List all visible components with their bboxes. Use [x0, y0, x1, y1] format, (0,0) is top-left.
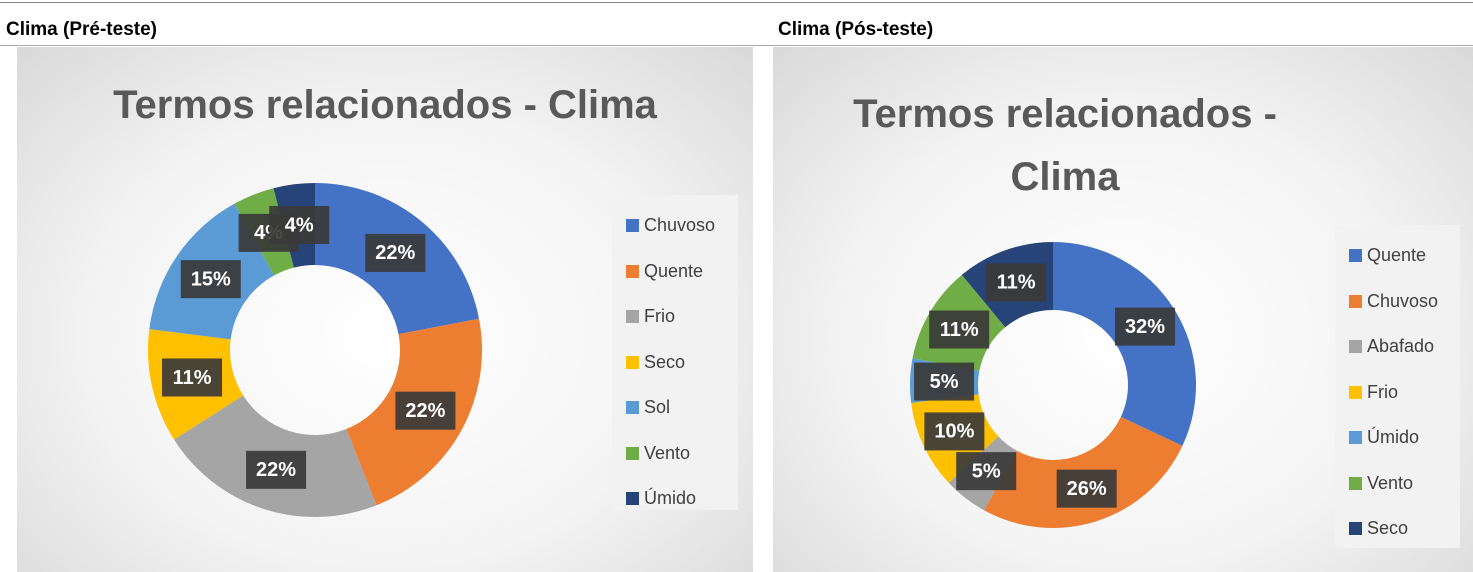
data-label-box	[929, 310, 990, 349]
legend-label: Vento	[1367, 472, 1414, 493]
legend-swatch	[626, 310, 639, 324]
chart-title: Termos relacionados - Clima	[853, 92, 1277, 199]
legend-item: Vento	[612, 431, 738, 477]
legend-item: Frio	[1335, 370, 1460, 416]
legend: Quente Chuvoso Abafado Frio Úmido Vento Seco	[1335, 225, 1460, 548]
legend-swatch	[626, 264, 639, 278]
legend-item: Quente	[1335, 233, 1460, 279]
legend-item: Vento	[1335, 461, 1460, 507]
legend-label: Quente	[644, 260, 704, 281]
legend-item: Quente	[612, 249, 738, 295]
legend-label: Frio	[1367, 381, 1398, 402]
data-label: 32%	[1125, 316, 1165, 338]
data-label-box	[1056, 469, 1117, 508]
data-label: 22%	[256, 459, 296, 481]
top-rule	[0, 2, 1473, 3]
data-label: 5%	[972, 460, 1001, 482]
data-label: 11%	[940, 319, 979, 341]
heading: Clima (Pré-teste)	[6, 19, 157, 40]
legend-label: Seco	[644, 351, 686, 372]
legend-label: Frio	[644, 306, 675, 327]
data-label-box	[269, 205, 330, 244]
legend: Chuvoso Quente Frio Seco Sol Vento Úmido	[612, 195, 738, 510]
legend-swatch	[1349, 249, 1362, 263]
data-label-box	[914, 362, 975, 401]
chart-title: Termos relacionados - Clima	[113, 83, 657, 127]
legend-swatch	[626, 219, 639, 233]
legend-label: Úmido	[1367, 427, 1420, 448]
legend-label: Seco	[1367, 518, 1409, 539]
data-label: 22%	[405, 400, 445, 422]
legend-swatch	[1349, 431, 1362, 445]
data-label-box	[180, 260, 241, 299]
legend-label: Chuvoso	[644, 215, 716, 236]
legend-label: Quente	[1367, 245, 1427, 266]
data-label-box	[246, 450, 307, 489]
legend-item: Seco	[612, 340, 738, 386]
legend-swatch	[626, 355, 639, 369]
data-label-box	[986, 263, 1047, 302]
data-label-box	[395, 391, 456, 430]
legend-swatch	[1349, 522, 1362, 536]
legend-swatch	[626, 492, 639, 506]
legend-item: Úmido	[1335, 415, 1460, 461]
data-label: 22%	[375, 242, 415, 264]
data-label-box	[365, 233, 426, 272]
legend-swatch	[626, 401, 639, 415]
legend-swatch	[1349, 476, 1362, 490]
heading-rule	[0, 45, 1473, 46]
data-label-box	[1115, 307, 1176, 346]
legend-label: Úmido	[644, 488, 697, 509]
legend-item: Chuvoso	[1335, 279, 1460, 325]
legend-label: Abafado	[1367, 336, 1435, 357]
legend-item: Seco	[1335, 506, 1460, 552]
legend-label: Chuvoso	[1367, 290, 1439, 311]
legend-swatch	[1349, 385, 1362, 399]
data-label: 11%	[173, 367, 212, 389]
data-label-box	[924, 412, 985, 451]
legend-item: Abafado	[1335, 324, 1460, 370]
donut-chart: 22%22%22%11%15%4% 4%	[148, 183, 482, 517]
legend-swatch	[1349, 294, 1362, 308]
data-label: 10%	[934, 421, 974, 443]
legend-item: Chuvoso	[612, 203, 738, 249]
legend-item: Úmido	[612, 476, 738, 522]
data-label: 5%	[930, 371, 959, 393]
heading: Clima (Pós-teste)	[778, 19, 934, 40]
legend-item: Sol	[612, 385, 738, 431]
legend-swatch	[626, 446, 639, 460]
chart-panel: Termos relacionados - Clima 32% 26% 5% 10% 5…	[773, 47, 1473, 572]
data-label: 15%	[191, 268, 231, 290]
donut-chart: 32% 26% 5% 10% 5% 11% 11%	[910, 242, 1196, 528]
legend-label: Vento	[644, 442, 691, 463]
legend-item: Frio	[612, 294, 738, 340]
data-label-box	[956, 452, 1017, 491]
legend-swatch	[1349, 340, 1362, 354]
legend-label: Sol	[644, 397, 671, 418]
data-label: 26%	[1067, 478, 1107, 500]
data-label: 11%	[997, 272, 1036, 294]
data-label-box	[162, 358, 223, 397]
chart-panel: Termos relacionados - Clima 22% 22% 22% 11%…	[17, 47, 753, 572]
data-label: 4%	[285, 214, 314, 236]
